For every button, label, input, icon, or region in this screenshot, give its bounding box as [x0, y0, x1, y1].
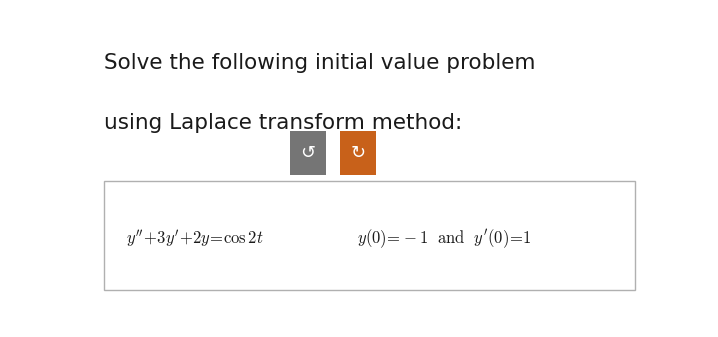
- FancyBboxPatch shape: [103, 181, 635, 289]
- Text: using Laplace transform method:: using Laplace transform method:: [103, 113, 462, 133]
- FancyBboxPatch shape: [340, 131, 376, 175]
- Text: $y''\!+\!3y'\!+\!2y\!=\!\cos 2t$: $y''\!+\!3y'\!+\!2y\!=\!\cos 2t$: [126, 228, 264, 250]
- FancyBboxPatch shape: [290, 131, 326, 175]
- Text: ↺: ↺: [301, 144, 316, 162]
- Text: $y(0)\!=\!-1\ \ \mathrm{and}\ \ y'(0)\!=\!1$: $y(0)\!=\!-1\ \ \mathrm{and}\ \ y'(0)\!=…: [357, 227, 531, 250]
- Text: ↻: ↻: [350, 144, 365, 162]
- Text: Solve the following initial value problem: Solve the following initial value proble…: [103, 53, 535, 73]
